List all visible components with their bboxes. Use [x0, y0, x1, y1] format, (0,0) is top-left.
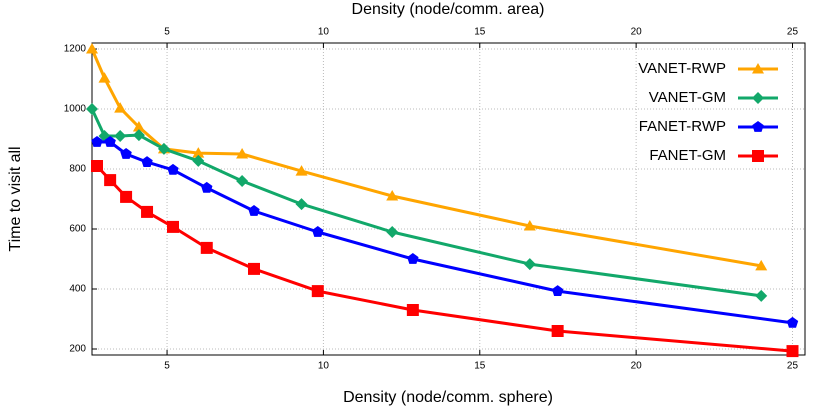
marker [192, 147, 205, 158]
marker [141, 156, 153, 167]
y-tick-label: 400 [69, 284, 86, 295]
marker [786, 316, 799, 328]
x2-tick-label: 25 [787, 27, 799, 38]
marker [311, 285, 324, 298]
marker [406, 304, 419, 316]
marker [523, 220, 536, 231]
y-tick-label: 1000 [64, 104, 87, 115]
x2-tick-label: 15 [474, 27, 486, 38]
marker [86, 43, 98, 54]
x-tick-label: 20 [631, 361, 643, 372]
marker [200, 241, 213, 254]
marker [98, 72, 111, 83]
series-line [97, 140, 793, 325]
marker [167, 163, 179, 175]
x2-tick-label: 5 [164, 27, 170, 38]
marker [386, 190, 399, 201]
x2-tick-label: 10 [318, 27, 330, 38]
y-tick-label: 600 [69, 224, 86, 235]
legend-marker [752, 92, 764, 104]
marker [786, 345, 799, 358]
marker [120, 190, 133, 203]
legend-marker [752, 150, 764, 162]
marker [295, 198, 308, 211]
x-tick-label: 10 [318, 361, 330, 372]
marker [86, 103, 98, 115]
marker [248, 205, 260, 216]
marker [91, 136, 103, 147]
marker [551, 285, 564, 296]
marker [157, 142, 170, 155]
x-tick-label: 5 [164, 361, 170, 372]
marker [407, 253, 419, 264]
marker [91, 160, 104, 172]
series-line [95, 164, 793, 353]
legend-label: FANET-RWP [639, 118, 726, 135]
y-tick-label: 1200 [64, 44, 87, 55]
marker [141, 205, 154, 218]
marker [114, 102, 127, 113]
marker [312, 226, 324, 237]
marker [236, 148, 249, 159]
marker [192, 154, 205, 167]
legend-marker [752, 63, 764, 74]
marker [166, 220, 179, 233]
marker [104, 136, 116, 147]
marker [236, 175, 249, 187]
legend-label: VANET-RWP [638, 60, 726, 77]
marker [551, 325, 564, 337]
marker [755, 289, 768, 302]
marker [247, 262, 260, 275]
y-axis-label: Time to visit all [7, 146, 24, 251]
x-tick-label: 15 [474, 361, 486, 372]
legend-label: FANET-GM [649, 147, 726, 164]
x-axis-label: Density (node/comm. sphere) [343, 389, 553, 406]
legend-label: VANET-GM [649, 89, 726, 106]
marker [132, 121, 145, 132]
marker [120, 148, 132, 159]
marker [523, 258, 536, 271]
legend-marker [752, 121, 764, 132]
x-tick-label: 25 [787, 361, 799, 372]
plot-frame [91, 42, 806, 356]
marker [755, 259, 768, 271]
marker [295, 165, 308, 176]
x2-tick-label: 20 [631, 27, 643, 38]
x2-axis-label: Density (node/comm. area) [352, 1, 545, 18]
y-tick-label: 200 [69, 344, 86, 355]
marker [201, 181, 213, 193]
marker [386, 226, 399, 238]
marker [104, 174, 117, 187]
marker [132, 129, 145, 142]
y-tick-label: 800 [69, 164, 86, 175]
marker [114, 130, 127, 142]
